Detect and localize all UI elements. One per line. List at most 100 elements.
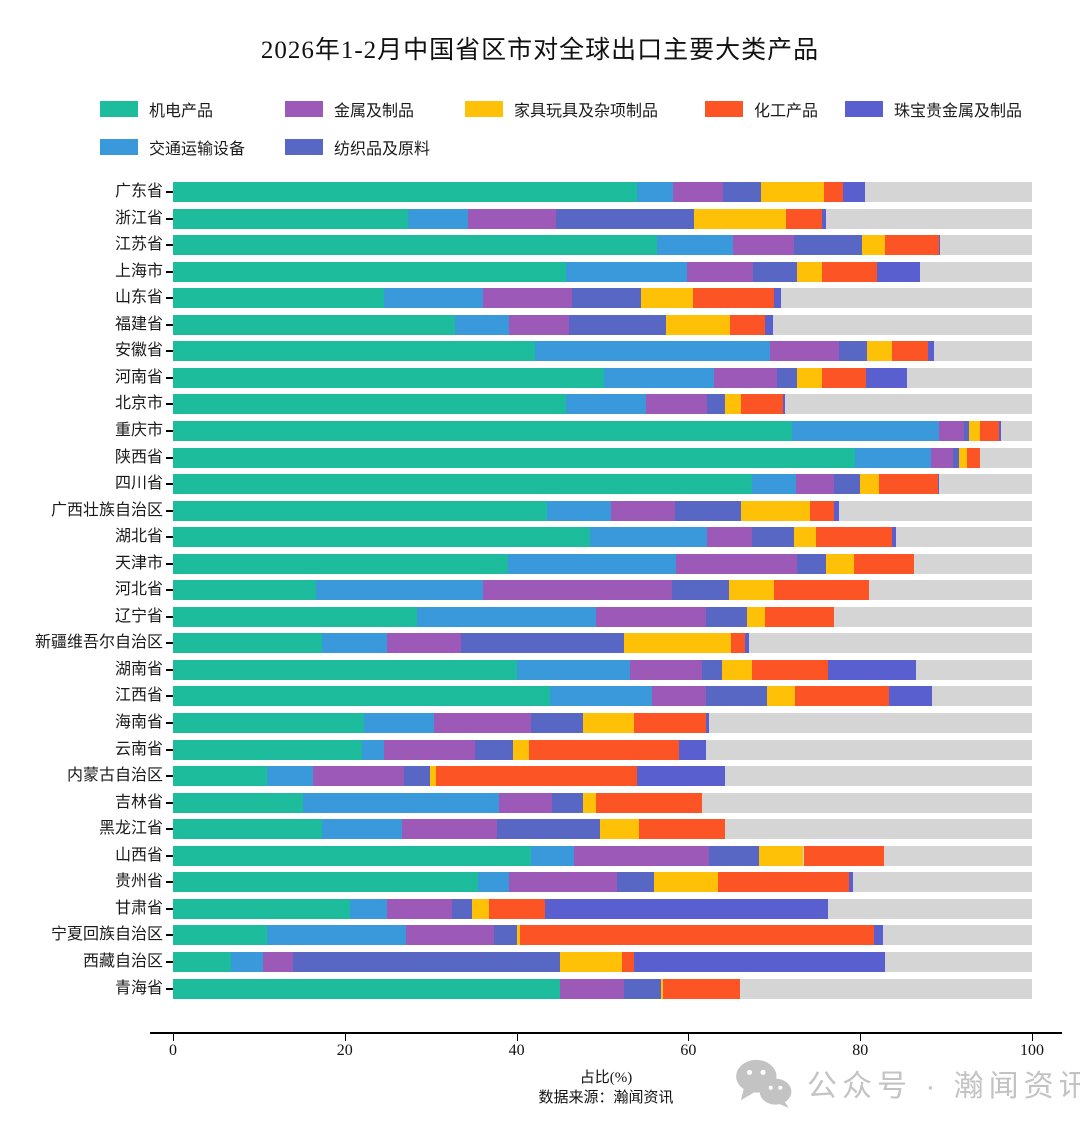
bar-segment [709, 845, 759, 866]
legend-swatch-icon [285, 101, 323, 117]
bar-segment [559, 978, 624, 999]
bar-segment [969, 420, 980, 441]
category-label: 山东省 [114, 289, 163, 307]
bar-segment [386, 898, 453, 919]
bar-track [173, 527, 1032, 548]
legend-item: 化工产品 [705, 100, 845, 120]
y-axis-tick [166, 217, 173, 220]
y-axis-tick [166, 695, 173, 698]
category-label: 江西省 [114, 687, 163, 705]
legend-swatch-icon [100, 101, 138, 117]
bar-segment [751, 659, 829, 680]
bar-segment [666, 314, 730, 335]
bar-track [173, 819, 1032, 840]
bar-track [173, 659, 1032, 680]
bar-segment [520, 925, 874, 946]
bar-track [173, 898, 1032, 919]
bar-segment [173, 951, 232, 972]
bar-segment [623, 633, 732, 654]
y-axis-tick [166, 536, 173, 539]
category-label: 江苏省 [114, 236, 163, 254]
bar-segment [595, 792, 703, 813]
bar-segment [531, 713, 583, 733]
x-axis-tick [860, 1034, 862, 1041]
bar-segment [794, 686, 890, 707]
bar-segment [931, 447, 953, 468]
bar-segment [776, 367, 798, 388]
bar-track [173, 474, 1032, 495]
bar-segment [173, 686, 551, 707]
x-axis-tick-label: 0 [169, 1042, 177, 1059]
bar-segment [316, 580, 484, 601]
bar-segment [622, 951, 635, 972]
bar-track [173, 314, 1032, 335]
bar-segment [758, 845, 804, 866]
legend-label: 化工产品 [754, 103, 819, 120]
bar-segment [794, 527, 817, 548]
bar-segment [173, 659, 517, 680]
bar-track [173, 713, 1032, 733]
bar-segment [740, 394, 783, 415]
bar-segment [531, 845, 575, 866]
bar-segment [721, 659, 752, 680]
bar-segment [173, 925, 268, 946]
wechat-icon [736, 1059, 792, 1108]
bar-segment [173, 713, 364, 733]
bar-segment [821, 367, 867, 388]
category-label: 河北省 [114, 581, 163, 599]
bar-segment [313, 766, 405, 787]
legend-label: 珠宝贵金属及制品 [894, 103, 1023, 120]
legend-item: 交通运输设备 [100, 138, 285, 158]
bar-segment [634, 951, 886, 972]
bar-segment [797, 367, 822, 388]
y-axis-tick [166, 854, 173, 857]
legend-item: 珠宝贵金属及制品 [845, 100, 1040, 120]
bar-segment [725, 394, 741, 415]
bar-segment [404, 766, 430, 787]
x-axis-tick-label: 40 [508, 1042, 525, 1059]
bar-track [173, 978, 1032, 999]
bar-segment [173, 341, 536, 362]
bar-segment [729, 314, 765, 335]
bar-segment [843, 182, 866, 202]
category-label: 山西省 [114, 846, 163, 864]
bar-segment [706, 606, 747, 627]
bar-segment [386, 633, 461, 654]
bar-segment [566, 261, 687, 282]
bar-segment [966, 447, 980, 468]
bar-track [173, 447, 1032, 468]
bar-segment [675, 553, 797, 574]
x-axis-tick [344, 1034, 346, 1041]
bar-segment [322, 633, 387, 654]
category-label: 重庆市 [114, 421, 163, 439]
bar-segment [722, 182, 762, 202]
y-axis-tick [166, 323, 173, 326]
bar-segment [761, 182, 825, 202]
bar-track [173, 182, 1032, 202]
bar-segment [568, 314, 667, 335]
bar-segment [766, 686, 795, 707]
bar-segment [173, 394, 567, 415]
bar-segment [705, 686, 767, 707]
bar-segment [173, 474, 752, 495]
legend-swatch-icon [285, 139, 323, 155]
bar-segment [786, 208, 823, 229]
bar-segment [822, 261, 877, 282]
legend-swatch-icon [705, 101, 743, 117]
bar-segment [582, 713, 635, 733]
x-axis-tick [688, 1034, 690, 1041]
bar-segment [435, 766, 637, 787]
bar-segment [494, 925, 518, 946]
bar-segment [686, 261, 753, 282]
bar-segment [782, 394, 786, 415]
bar-segment [746, 606, 765, 627]
bar-segment [550, 686, 653, 707]
bar-segment [663, 978, 740, 999]
bar-segment [596, 606, 707, 627]
bar-segment [590, 527, 708, 548]
bar-segment [361, 739, 385, 760]
bar-segment [173, 819, 323, 840]
bar-segment [672, 182, 723, 202]
bar-segment [879, 474, 938, 495]
y-axis-tick [166, 297, 173, 300]
